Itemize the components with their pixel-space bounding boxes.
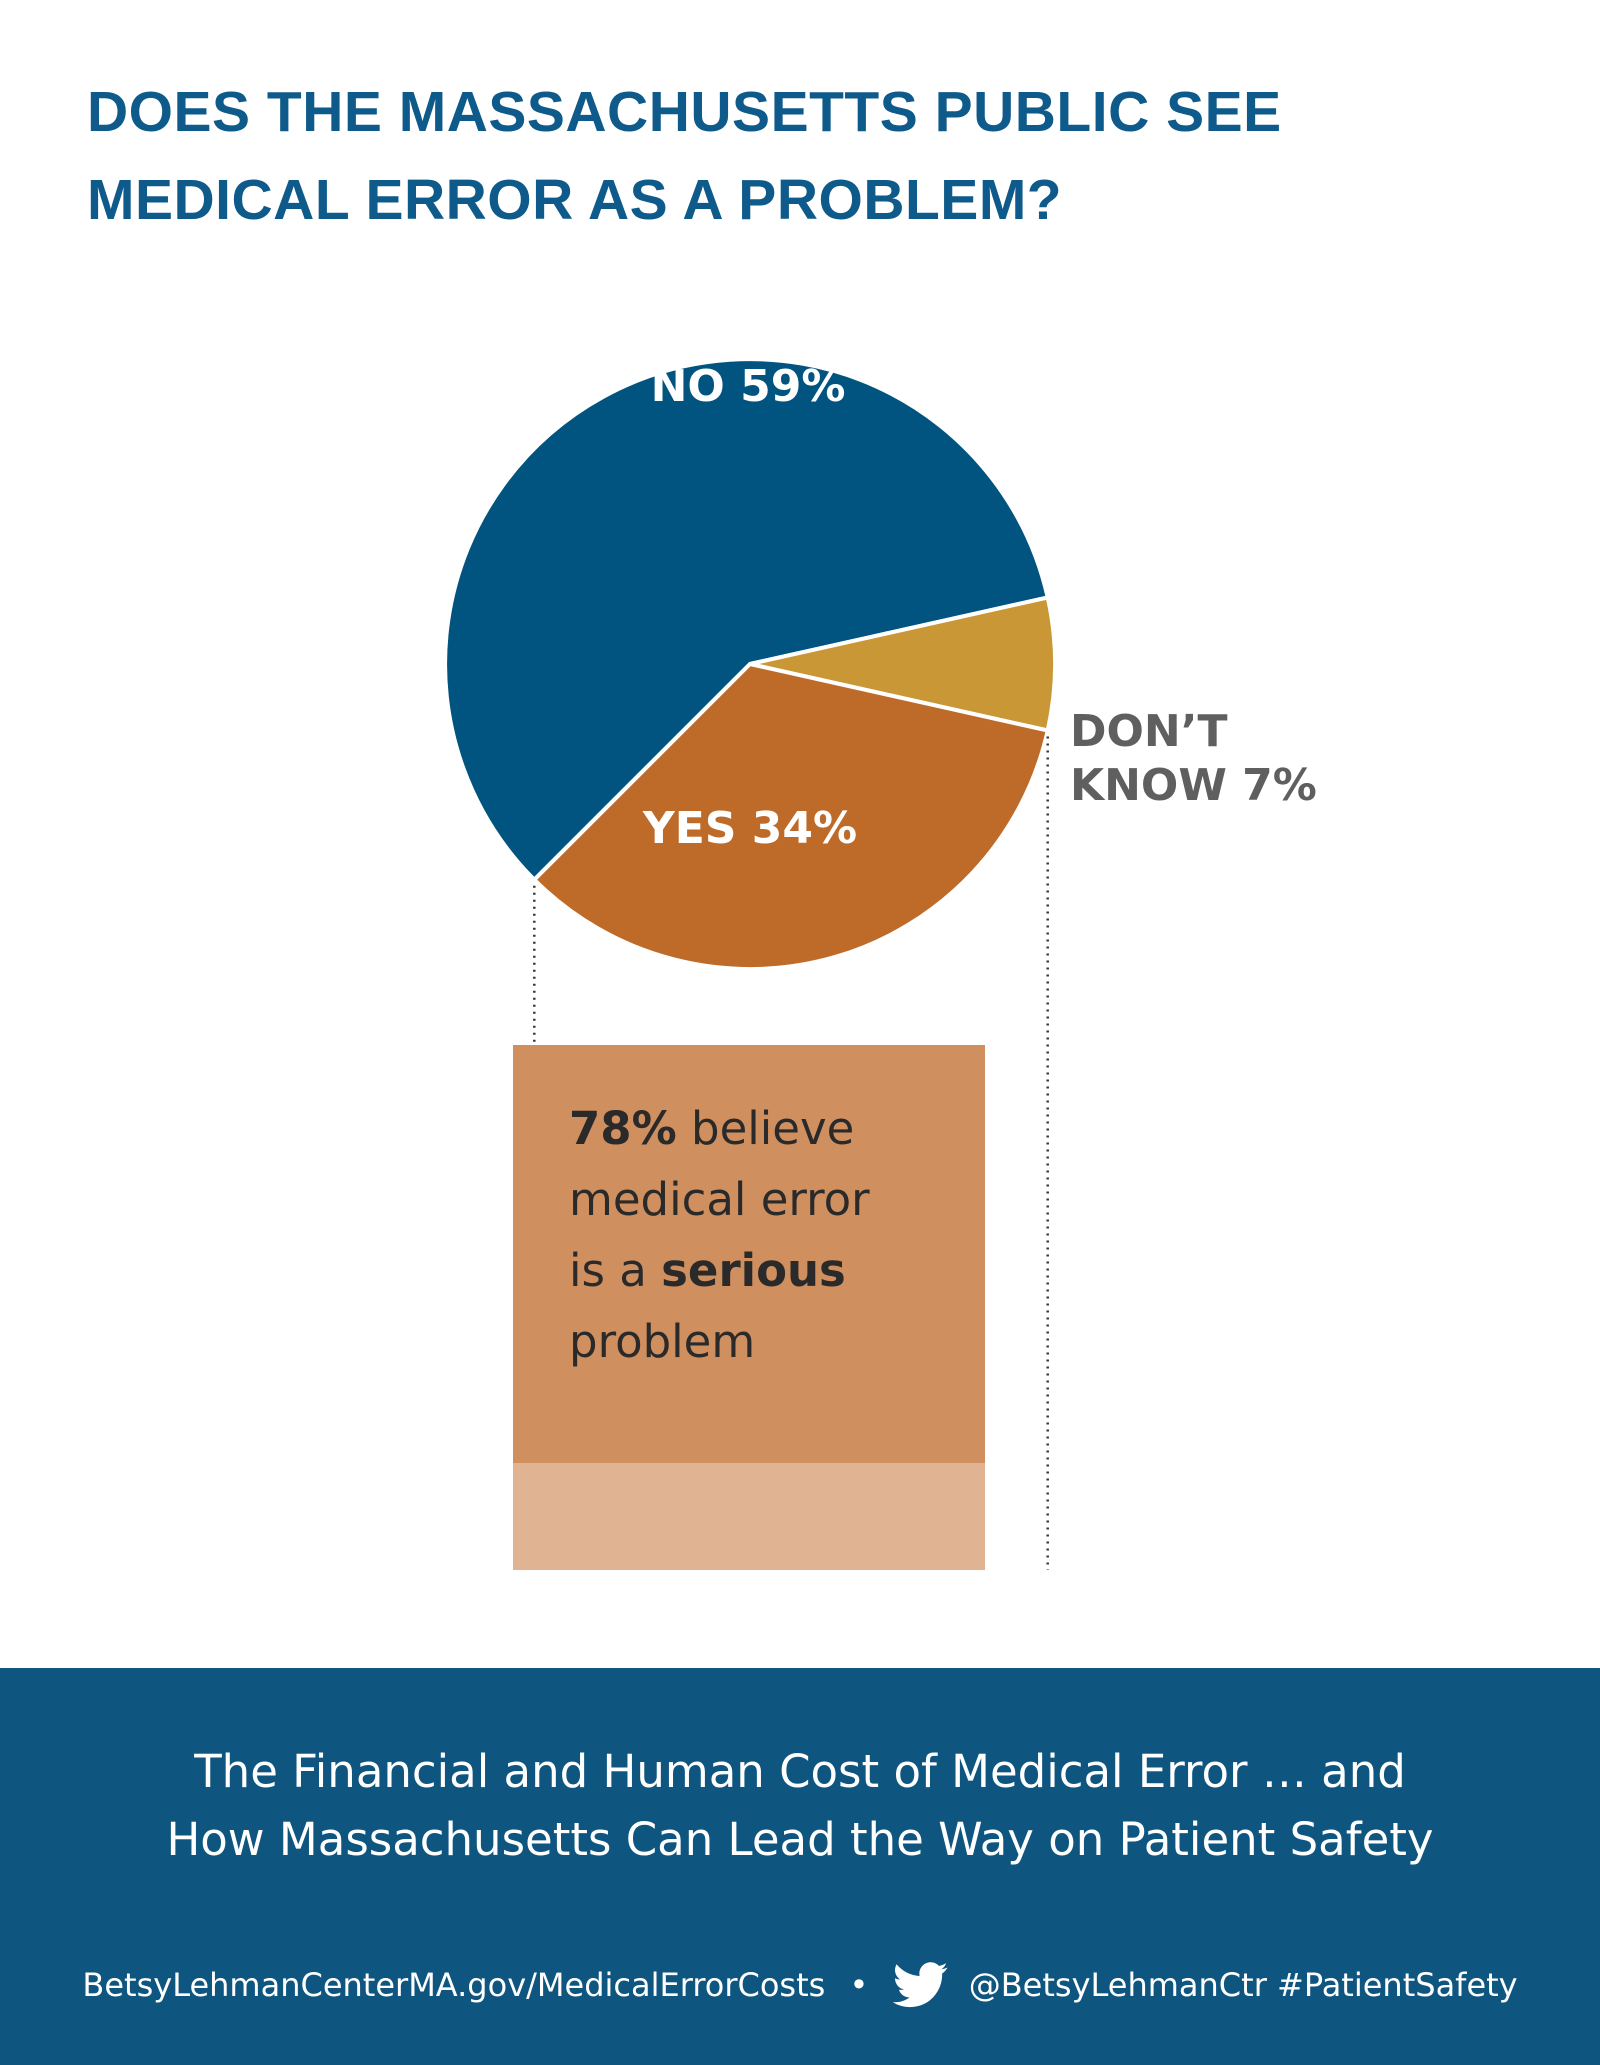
footer-banner: The Financial and Human Cost of Medical … xyxy=(0,1668,1600,2065)
callout-line-2: medical error xyxy=(569,1173,870,1226)
footer-twitter-handle[interactable]: @BetsyLehmanCtr #PatientSafety xyxy=(968,1966,1518,2004)
title-line-1: DOES THE MASSACHUSETTS PUBLIC SEE xyxy=(87,80,1282,144)
callout-stat: 78% xyxy=(569,1102,677,1155)
title-line-2: MEDICAL ERROR AS A PROBLEM? xyxy=(87,168,1063,232)
pie-label-no: NO 59% xyxy=(651,361,846,412)
page-title: DOES THE MASSACHUSETTS PUBLIC SEE MEDICA… xyxy=(87,68,1537,244)
pie-slice-don-t-know xyxy=(748,595,1058,733)
callout-box: 78% believe medical error is a serious p… xyxy=(513,1045,985,1570)
footer-links: BetsyLehmanCenterMA.gov/MedicalErrorCost… xyxy=(0,1958,1600,2010)
pie-slice-yes xyxy=(532,662,1050,972)
pie-slice-no xyxy=(443,357,1050,882)
callout-emphasis: serious xyxy=(661,1244,846,1297)
pie-label-don-t-know: DON’T KNOW 7% xyxy=(1070,706,1317,811)
footer-title: The Financial and Human Cost of Medical … xyxy=(0,1738,1600,1874)
callout-line-4: problem xyxy=(569,1315,756,1368)
twitter-bird-icon[interactable] xyxy=(892,1962,949,2008)
footer-title-line-1: The Financial and Human Cost of Medical … xyxy=(194,1745,1406,1798)
callout-line-1: 78% believe xyxy=(569,1093,969,1164)
footer-url-link[interactable]: BetsyLehmanCenterMA.gov/MedicalErrorCost… xyxy=(82,1966,826,2004)
footer-separator: • xyxy=(849,1966,869,2004)
callout-line-1-rest: believe xyxy=(676,1102,855,1155)
pie-chart: NO 59% DON’T KNOW 7% YES 34% xyxy=(443,357,1317,1570)
pie-label-yes: YES 34% xyxy=(642,803,857,854)
callout-box-top xyxy=(513,1045,985,1463)
callout-line-3: is a serious xyxy=(569,1235,969,1306)
callout-line-3-pre: is a xyxy=(569,1244,662,1297)
callout-text: 78% believe medical error is a serious p… xyxy=(569,1093,969,1377)
footer-title-line-2: How Massachusetts Can Lead the Way on Pa… xyxy=(166,1813,1434,1866)
